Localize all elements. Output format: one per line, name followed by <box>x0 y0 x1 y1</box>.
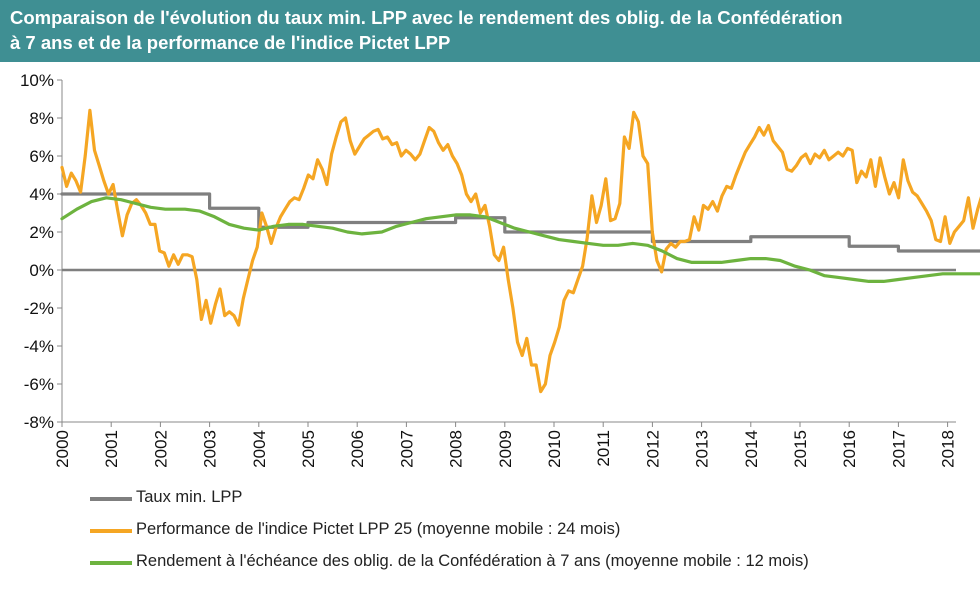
legend-label-taux: Taux min. LPP <box>136 488 243 506</box>
legend-label-conf: Rendement à l'échéance des oblig. de la … <box>136 552 809 570</box>
x-tick-label: 2017 <box>889 430 908 468</box>
y-tick-label: -6% <box>24 375 54 394</box>
series-line-oblig-conf-7ans <box>60 196 980 283</box>
y-tick-label: 4% <box>29 185 54 204</box>
legend-swatch-taux <box>90 497 132 501</box>
series-line-taux-min-lpp <box>60 192 980 253</box>
y-tick-label: -8% <box>24 413 54 432</box>
y-tick-label: 0% <box>29 261 54 280</box>
x-tick-label: 2004 <box>250 430 269 468</box>
legend-swatch-conf <box>90 561 132 565</box>
y-tick-label: -4% <box>24 337 54 356</box>
x-tick-label: 2006 <box>348 430 367 468</box>
x-tick-label: 2018 <box>939 430 958 468</box>
x-tick-label: 2013 <box>693 430 712 468</box>
x-tick-label: 2016 <box>840 430 859 468</box>
x-tick-label: 2005 <box>299 430 318 468</box>
y-tick-label: 2% <box>29 223 54 242</box>
x-tick-label: 2002 <box>151 430 170 468</box>
x-tick-label: 2009 <box>496 430 515 468</box>
y-tick-label: -2% <box>24 299 54 318</box>
chart-title-line-2: à 7 ans et de la performance de l'indice… <box>10 32 451 53</box>
legend-label-pictet: Performance de l'indice Pictet LPP 25 (m… <box>136 520 621 538</box>
x-tick-label: 2014 <box>742 430 761 468</box>
x-tick-label: 2012 <box>643 430 662 468</box>
x-tick-label: 2008 <box>447 430 466 468</box>
chart-title-line-1: Comparaison de l'évolution du taux min. … <box>10 7 843 28</box>
x-tick-label: 2003 <box>201 430 220 468</box>
x-tick-label: 2007 <box>397 430 416 468</box>
x-tick-label: 2001 <box>102 430 121 468</box>
x-tick-label: 2000 <box>53 430 72 468</box>
line-chart: -8% -6% -4% -2% 0% 2% 4% 6% 8% 10% 2000 2001 2002 200… <box>20 71 980 468</box>
x-tick-label: 2015 <box>791 430 810 468</box>
x-tick-label: 2011 <box>594 430 613 467</box>
y-tick-label: 8% <box>29 109 54 128</box>
chart-title: Comparaison de l'évolution du taux min. … <box>0 0 980 62</box>
series-line-pictet-lpp25 <box>60 108 980 394</box>
y-tick-label: 10% <box>20 71 54 90</box>
x-tick-label: 2010 <box>545 430 564 468</box>
legend-swatch-pictet <box>90 529 132 533</box>
y-tick-label: 6% <box>29 147 54 166</box>
